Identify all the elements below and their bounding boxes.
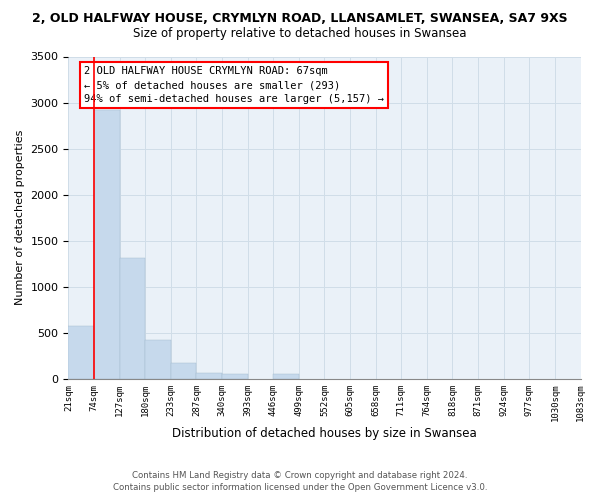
Bar xyxy=(68,326,94,379)
Bar xyxy=(145,340,171,379)
Text: Size of property relative to detached houses in Swansea: Size of property relative to detached ho… xyxy=(133,28,467,40)
Bar xyxy=(196,372,222,379)
Text: 2, OLD HALFWAY HOUSE, CRYMLYN ROAD, LLANSAMLET, SWANSEA, SA7 9XS: 2, OLD HALFWAY HOUSE, CRYMLYN ROAD, LLAN… xyxy=(32,12,568,26)
Text: Contains HM Land Registry data © Crown copyright and database right 2024.
Contai: Contains HM Land Registry data © Crown c… xyxy=(113,471,487,492)
Bar xyxy=(119,258,145,379)
Bar xyxy=(222,374,248,379)
Bar xyxy=(273,374,299,379)
X-axis label: Distribution of detached houses by size in Swansea: Distribution of detached houses by size … xyxy=(172,427,477,440)
Y-axis label: Number of detached properties: Number of detached properties xyxy=(15,130,25,306)
Bar xyxy=(171,363,196,379)
Text: 2 OLD HALFWAY HOUSE CRYMLYN ROAD: 67sqm
← 5% of detached houses are smaller (293: 2 OLD HALFWAY HOUSE CRYMLYN ROAD: 67sqm … xyxy=(84,66,384,104)
Bar xyxy=(94,110,119,379)
